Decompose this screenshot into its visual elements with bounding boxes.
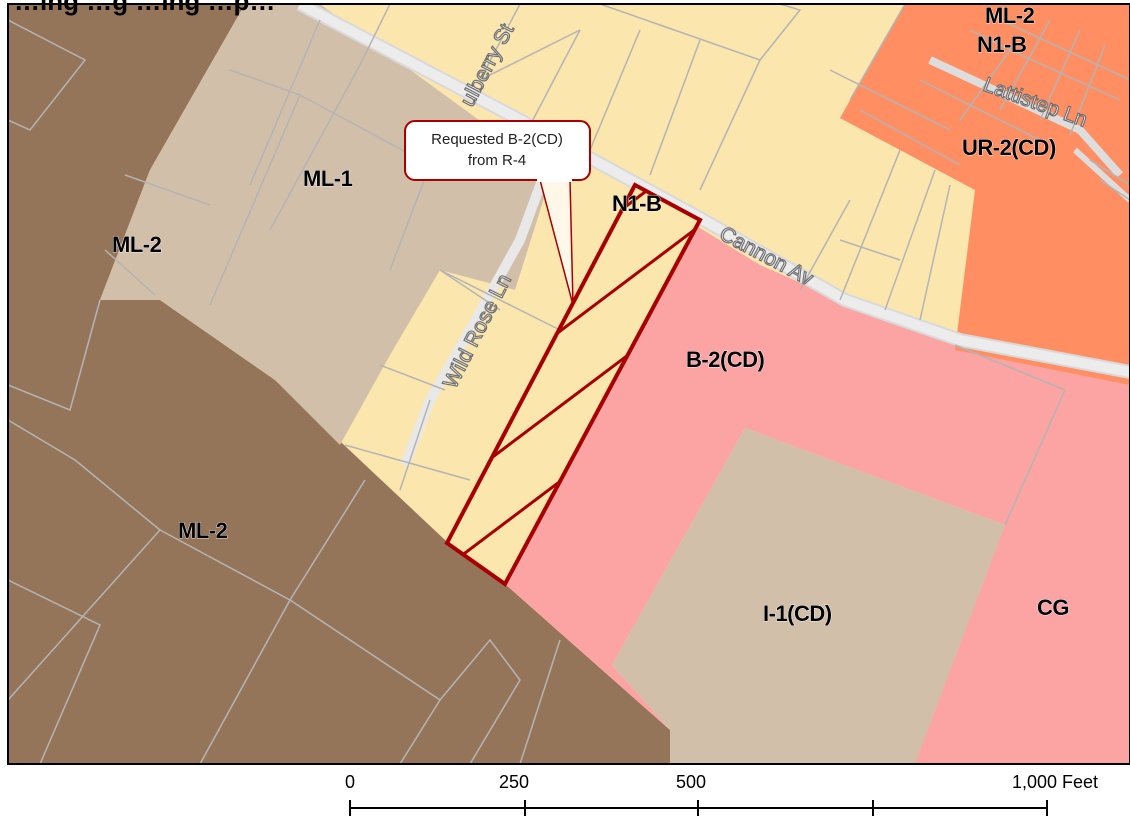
lattistep-ln-road — [928, 56, 1123, 178]
parcel-lines — [8, 4, 1130, 764]
map-title: …ing …g …ing …p… — [14, 0, 275, 16]
zone-label-ml2-upper: ML-2 — [112, 232, 162, 257]
zone-label-ml2-top-right: ML-2 — [985, 3, 1035, 28]
zone-label-ml2-lower: ML-2 — [178, 518, 228, 543]
callout-line-1: Requested B-2(CD) — [431, 131, 563, 148]
wild-rose-ln-road — [400, 143, 560, 467]
scale-label-250: 250 — [499, 772, 529, 792]
ml1-zone-area — [100, 4, 545, 445]
zone-label-n1b-top-right: N1-B — [977, 32, 1026, 57]
scale-bar: 0 250 500 1,000 Feet — [345, 772, 1098, 816]
ml2-zone-area — [8, 4, 670, 764]
zone-label-i1cd: I-1(CD) — [763, 601, 832, 626]
callout-line-2: from R-4 — [468, 152, 526, 169]
zone-label-ml1: ML-1 — [303, 166, 353, 191]
i1cd-zone-area — [612, 428, 1005, 764]
zone-label-n1b-center: N1-B — [612, 191, 661, 216]
zone-label-b2cd: B-2(CD) — [686, 347, 765, 372]
cg-zone-area — [915, 390, 1130, 764]
zone-label-ur2cd: UR-2(CD) — [962, 135, 1056, 160]
request-callout: Requested B-2(CD) from R-4 — [404, 120, 591, 306]
ur2cd-zone-area — [840, 4, 1130, 385]
zone-label-cg: CG — [1037, 595, 1069, 620]
map-border — [7, 3, 1130, 765]
scale-label-0: 0 — [345, 772, 355, 792]
subject-parcel-hatched — [444, 182, 703, 587]
scale-label-1000: 1,000 Feet — [1012, 772, 1098, 792]
scale-label-500: 500 — [676, 772, 706, 792]
